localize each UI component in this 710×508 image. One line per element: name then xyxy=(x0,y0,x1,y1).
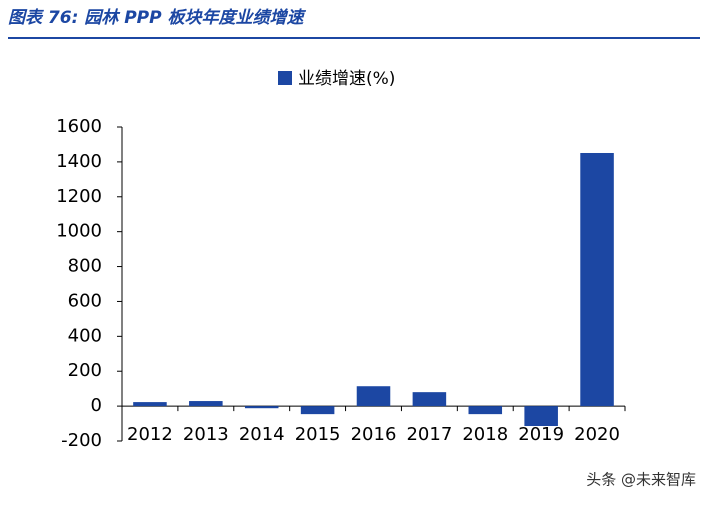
bar xyxy=(244,406,279,409)
bar xyxy=(300,406,335,415)
legend-label: 业绩增速(%) xyxy=(298,69,395,89)
bar xyxy=(133,402,167,407)
x-tick-label: 2014 xyxy=(239,424,285,445)
y-tick-label: 1600 xyxy=(56,116,102,137)
y-tick-label: 1000 xyxy=(56,221,102,242)
x-tick-label: 2012 xyxy=(127,424,173,445)
x-tick-label: 2016 xyxy=(351,424,397,445)
legend-swatch xyxy=(278,71,292,85)
y-tick-label: 1400 xyxy=(56,151,102,172)
y-tick-label: 1200 xyxy=(56,186,102,207)
bar xyxy=(356,386,391,407)
y-tick-label: 0 xyxy=(91,395,102,416)
bar xyxy=(189,401,223,407)
bar xyxy=(524,406,558,426)
y-tick-label: 800 xyxy=(68,256,102,277)
x-tick-label: 2020 xyxy=(574,424,620,445)
x-tick-label: 2017 xyxy=(406,424,452,445)
bar xyxy=(580,152,614,407)
y-tick-label: 400 xyxy=(68,325,102,346)
x-tick-label: 2013 xyxy=(183,424,229,445)
bar xyxy=(412,392,447,407)
watermark: 头条 @未来智库 xyxy=(586,471,696,489)
y-tick-label: 200 xyxy=(68,360,102,381)
x-tick-label: 2019 xyxy=(518,424,564,445)
x-tick-label: 2015 xyxy=(295,424,341,445)
bar xyxy=(468,406,503,415)
chart-title: 图表 76: 园林 PPP 板块年度业绩增速 xyxy=(8,8,307,28)
x-tick-label: 2018 xyxy=(462,424,508,445)
y-tick-label: -200 xyxy=(61,430,102,451)
y-tick-label: 600 xyxy=(68,290,102,311)
